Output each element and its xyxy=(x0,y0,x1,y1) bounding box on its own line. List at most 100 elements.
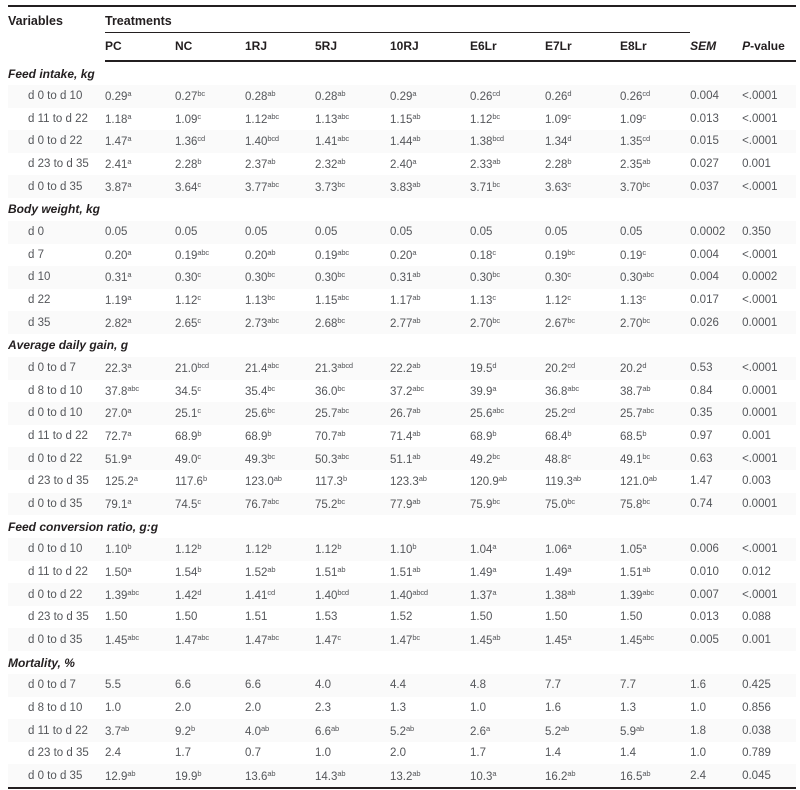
value-cell: 125.2a xyxy=(105,474,138,489)
value-cell: 1.51ab xyxy=(620,564,651,579)
significance-superscript: bc xyxy=(492,111,500,121)
value-cell: 1.09c xyxy=(545,111,571,126)
variables-header: Variables xyxy=(8,14,63,28)
significance-superscript: b xyxy=(642,429,647,439)
value-cell: 1.7 xyxy=(175,747,191,760)
value-cell: 1.12b xyxy=(315,538,390,561)
significance-superscript: ab xyxy=(567,768,576,778)
significance-superscript: cd xyxy=(567,361,575,371)
value-cell: 12.9ab xyxy=(105,764,175,790)
value-cell: 1.50 xyxy=(545,611,568,624)
pvalue-cell: 0.045 xyxy=(742,764,797,790)
value-cell: 70.7ab xyxy=(315,429,346,444)
value-cell: 1.12c xyxy=(175,293,201,308)
table-row: d 0 to d 22 1.47a 1.36cd 1.40bcd 1.41abc 1.44… xyxy=(8,130,797,153)
row-label: d 23 to d 35 xyxy=(28,611,89,624)
significance-superscript: ab xyxy=(561,723,569,733)
significance-superscript: abc xyxy=(267,179,279,189)
value-cell: 1.39abc xyxy=(620,583,691,606)
value-cell: 0.05 xyxy=(470,220,545,244)
pvalue-cell: 0.038 xyxy=(742,719,797,742)
significance-superscript: ab xyxy=(412,451,421,461)
value-cell: 6.6 xyxy=(245,674,315,697)
significance-superscript: ab xyxy=(337,564,346,574)
value-cell: 3.71bc xyxy=(470,175,545,198)
value-cell: 68.9b xyxy=(245,429,272,444)
row-label: d 0 to d 10 xyxy=(8,538,105,561)
significance-superscript: bc xyxy=(642,179,650,189)
value-cell: 1.0 xyxy=(105,701,121,714)
value-cell: 2.0 xyxy=(175,701,191,714)
value-cell: 0.20ab xyxy=(245,247,276,262)
significance-superscript: bc xyxy=(642,315,650,325)
value-cell: 117.3b xyxy=(315,474,347,489)
value-cell: 1.4 xyxy=(620,747,636,760)
significance-superscript: ab xyxy=(412,564,421,574)
value-cell: 2.68bc xyxy=(315,311,390,334)
significance-superscript: cd xyxy=(642,89,650,99)
significance-superscript: b xyxy=(342,474,347,484)
significance-superscript: a xyxy=(127,451,132,461)
pvalue-cell: 0.789 xyxy=(742,747,771,760)
value-cell: 1.45abc xyxy=(105,628,175,652)
section-header-row: Feed conversion ratio, g:g xyxy=(8,515,796,538)
value-cell: 1.47abc xyxy=(245,628,315,652)
significance-superscript: c xyxy=(492,293,496,303)
value-cell: 1.36cd xyxy=(175,130,245,153)
value-cell: 1.50 xyxy=(175,611,198,624)
value-cell: 39.9a xyxy=(470,383,497,398)
significance-superscript: a xyxy=(127,247,132,257)
value-cell: 1.19a xyxy=(105,293,132,308)
significance-superscript: abc xyxy=(642,632,654,642)
value-cell: 1.09c xyxy=(620,111,646,126)
value-cell: 2.82a xyxy=(105,311,175,334)
sem-cell: 0.027 xyxy=(690,158,719,171)
significance-superscript: a xyxy=(127,157,132,167)
significance-superscript: bc xyxy=(337,315,345,325)
pvalue-cell: <.0001 xyxy=(742,175,797,198)
section-header-row: Mortality, % xyxy=(8,651,796,674)
row-label: d 0 to d 22 xyxy=(8,447,105,470)
value-cell: 1.06a xyxy=(545,538,620,561)
significance-superscript: abcd xyxy=(337,361,353,371)
value-cell: 0.30c xyxy=(175,266,245,289)
significance-superscript: abc xyxy=(337,293,349,303)
significance-superscript: c xyxy=(197,315,201,325)
significance-superscript: b xyxy=(197,157,202,167)
significance-superscript: abc xyxy=(337,406,349,416)
sem-cell: 0.007 xyxy=(690,583,743,606)
value-cell: 1.47a xyxy=(105,130,175,153)
value-cell: 51.9a xyxy=(105,447,175,470)
value-cell: 74.5c xyxy=(175,492,245,516)
value-cell: 1.6 xyxy=(545,701,561,714)
table-row: d 0 to d 10 27.0a 25.1c 25.6bc 25.7abc 26.7ab… xyxy=(8,402,797,425)
sem-cell: 0.84 xyxy=(690,384,713,397)
sem-cell: 0.63 xyxy=(690,447,743,470)
significance-superscript: abc xyxy=(337,111,349,121)
sem-cell: 0.017 xyxy=(690,294,719,307)
value-cell: 7.7 xyxy=(620,674,691,697)
value-cell: 2.3 xyxy=(315,701,331,714)
significance-superscript: ab xyxy=(406,723,414,733)
value-cell: 1.52ab xyxy=(245,564,276,579)
significance-superscript: bcd xyxy=(492,134,504,144)
significance-superscript: bc xyxy=(337,496,345,506)
sem-cell: 0.97 xyxy=(690,430,713,443)
significance-superscript: abc xyxy=(567,383,579,393)
significance-superscript: abc xyxy=(492,406,504,416)
value-cell: 1.17ab xyxy=(390,293,421,308)
value-cell: 0.7 xyxy=(245,747,261,760)
significance-superscript: ab xyxy=(267,768,276,778)
significance-superscript: bc xyxy=(267,406,275,416)
significance-superscript: abc xyxy=(267,111,279,121)
pvalue-cell: <.0001 xyxy=(742,130,797,153)
value-cell: 71.4ab xyxy=(390,429,421,444)
value-cell: 22.3a xyxy=(105,356,175,380)
value-cell: 1.51ab xyxy=(390,564,421,579)
value-cell: 22.2ab xyxy=(390,356,470,380)
table-row: d 23 to d 35 2.4 1.7 0.7 1.0 2.0 1.7 1.4 1.4 1.0 0… xyxy=(8,742,796,765)
pvalue-cell: 0.0001 xyxy=(742,492,797,516)
value-cell: 1.4 xyxy=(545,747,561,760)
significance-superscript: ab xyxy=(412,270,421,280)
value-cell: 20.2cd xyxy=(545,356,620,380)
